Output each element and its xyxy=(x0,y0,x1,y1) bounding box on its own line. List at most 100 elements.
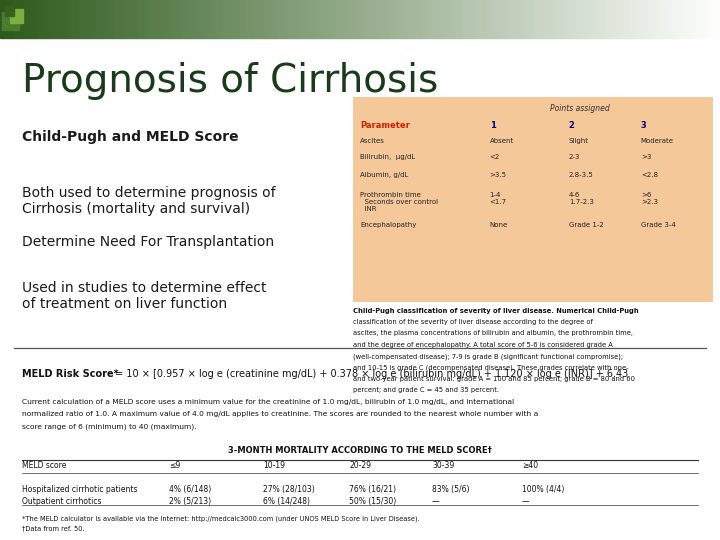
Bar xyxy=(571,0,574,38)
Bar xyxy=(477,0,480,38)
Bar xyxy=(461,0,463,38)
Bar xyxy=(439,0,441,38)
Bar xyxy=(497,0,499,38)
Text: 4-6
1.7-2.3: 4-6 1.7-2.3 xyxy=(569,192,594,205)
Bar xyxy=(185,0,187,38)
Text: —: — xyxy=(432,497,440,506)
Bar xyxy=(398,0,401,38)
Text: 3-MONTH MORTALITY ACCORDING TO THE MELD SCORE†: 3-MONTH MORTALITY ACCORDING TO THE MELD … xyxy=(228,446,492,455)
Text: Child-Pugh and MELD Score: Child-Pugh and MELD Score xyxy=(22,130,238,144)
Bar xyxy=(96,0,99,38)
Bar xyxy=(391,0,394,38)
Bar xyxy=(667,0,670,38)
Bar xyxy=(648,0,650,38)
Bar xyxy=(547,0,549,38)
Text: MELD score: MELD score xyxy=(22,461,66,470)
Text: 30-39: 30-39 xyxy=(432,461,454,470)
Bar xyxy=(365,0,367,38)
Bar xyxy=(89,0,91,38)
Bar xyxy=(650,0,653,38)
Text: *The MELD calculator is available via the Internet: http://medcalc3000.com (unde: *The MELD calculator is available via th… xyxy=(22,515,419,522)
Bar xyxy=(175,0,178,38)
Bar xyxy=(655,0,657,38)
Bar xyxy=(329,0,331,38)
Text: <2: <2 xyxy=(490,154,500,160)
Text: Bilirubin,  μg/dL: Bilirubin, μg/dL xyxy=(360,154,415,160)
Bar xyxy=(396,0,398,38)
Bar xyxy=(223,0,225,38)
Text: Outpatient cirrhotics: Outpatient cirrhotics xyxy=(22,497,101,506)
Bar xyxy=(86,0,89,38)
Bar xyxy=(34,0,36,38)
Bar xyxy=(355,0,358,38)
Text: 10-19: 10-19 xyxy=(263,461,285,470)
Bar xyxy=(456,0,459,38)
Bar xyxy=(31,0,34,38)
Bar xyxy=(583,0,585,38)
Bar xyxy=(418,0,420,38)
Bar xyxy=(243,0,245,38)
Bar xyxy=(310,0,312,38)
Bar xyxy=(653,0,655,38)
Bar xyxy=(509,0,511,38)
Bar xyxy=(122,0,125,38)
Bar xyxy=(538,0,540,38)
Bar xyxy=(540,0,542,38)
Text: Prothrombin time
  Seconds over control
  INR: Prothrombin time Seconds over control IN… xyxy=(360,192,438,212)
Bar xyxy=(713,0,715,38)
Bar xyxy=(662,0,665,38)
Bar xyxy=(204,0,207,38)
Bar xyxy=(38,0,41,38)
Bar xyxy=(10,9,23,23)
Bar xyxy=(696,0,698,38)
Bar xyxy=(283,0,286,38)
Bar xyxy=(9,0,12,38)
Bar xyxy=(562,0,564,38)
Bar xyxy=(252,0,254,38)
Bar xyxy=(266,0,269,38)
Bar xyxy=(168,0,171,38)
Text: and the degree of encephalopathy. A total score of 5-6 is considered grade A: and the degree of encephalopathy. A tota… xyxy=(353,342,613,348)
Bar xyxy=(473,0,475,38)
Bar xyxy=(305,0,307,38)
Bar xyxy=(708,0,711,38)
Bar xyxy=(346,0,348,38)
Bar xyxy=(63,0,65,38)
Text: 27% (28/103): 27% (28/103) xyxy=(263,485,315,494)
Text: ≥40: ≥40 xyxy=(522,461,538,470)
Bar xyxy=(67,0,70,38)
Bar xyxy=(358,0,360,38)
Text: and 10-15 is grade C (decompensated disease). These grades correlate with one-: and 10-15 is grade C (decompensated dise… xyxy=(353,364,629,371)
Bar xyxy=(139,0,142,38)
Bar xyxy=(163,0,166,38)
Text: <2.8: <2.8 xyxy=(641,172,658,178)
Bar xyxy=(250,0,252,38)
Bar xyxy=(333,0,336,38)
Bar xyxy=(698,0,701,38)
Bar xyxy=(585,0,588,38)
Bar xyxy=(166,0,168,38)
Text: 1: 1 xyxy=(490,121,495,130)
Bar xyxy=(5,0,7,38)
Text: Child-Pugh classification of severity of liver disease. Numerical Child-Pugh: Child-Pugh classification of severity of… xyxy=(353,308,639,314)
Bar xyxy=(137,0,139,38)
Bar xyxy=(257,0,259,38)
Bar xyxy=(142,0,144,38)
Bar xyxy=(297,0,300,38)
Bar xyxy=(387,0,389,38)
Bar xyxy=(693,0,696,38)
Text: 3: 3 xyxy=(641,121,647,130)
Text: Absent: Absent xyxy=(490,138,514,144)
Bar xyxy=(552,0,554,38)
Bar xyxy=(12,0,14,38)
Bar xyxy=(518,0,521,38)
Bar xyxy=(286,0,288,38)
Bar xyxy=(554,0,557,38)
Bar xyxy=(254,0,257,38)
Text: 2% (5/213): 2% (5/213) xyxy=(169,497,212,506)
Bar xyxy=(341,0,343,38)
Bar xyxy=(427,0,430,38)
Bar xyxy=(595,0,598,38)
Bar xyxy=(588,0,590,38)
Bar xyxy=(557,0,559,38)
